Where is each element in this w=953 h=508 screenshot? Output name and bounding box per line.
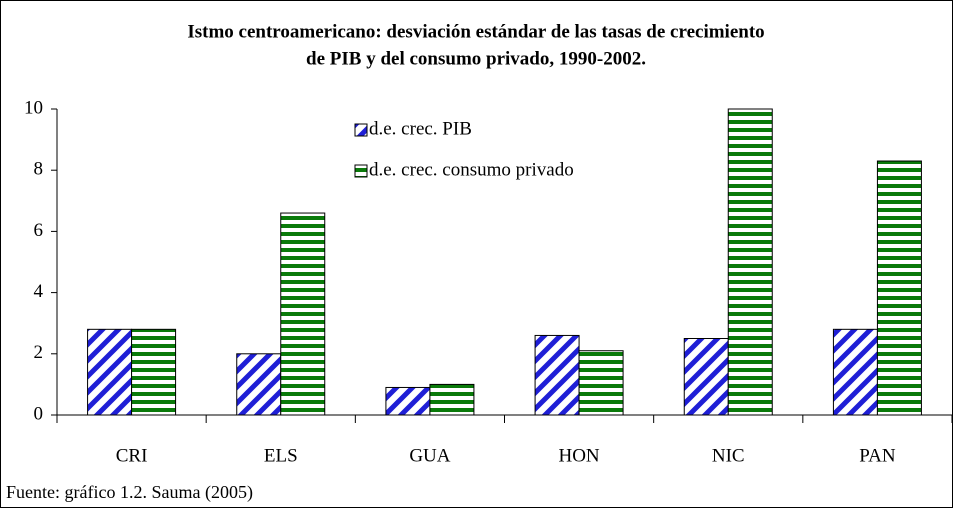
bar — [87, 328, 133, 416]
y-tick-label: 10 — [24, 97, 43, 118]
bar — [876, 160, 922, 416]
source-note: Fuente: gráfico 1.2. Sauma (2005) — [6, 482, 253, 503]
y-tick-label: 6 — [34, 220, 44, 241]
y-tick-label: 2 — [34, 342, 44, 363]
chart-title: de PIB y del consumo privado, 1990-2002. — [306, 48, 646, 69]
y-tick-label: 8 — [34, 159, 44, 180]
bar — [280, 212, 326, 416]
bar — [429, 383, 475, 416]
y-tick-label: 4 — [34, 281, 44, 302]
bar — [832, 328, 878, 416]
x-tick-label: ELS — [264, 445, 298, 466]
legend-swatch — [354, 164, 368, 178]
bar — [131, 328, 177, 416]
x-tick-label: NIC — [712, 445, 745, 466]
x-tick-label: PAN — [859, 445, 896, 466]
y-tick-label: 0 — [34, 403, 44, 424]
bar — [385, 386, 431, 416]
x-tick-label: HON — [558, 445, 599, 466]
x-tick-label: CRI — [116, 445, 148, 466]
bar — [534, 334, 580, 416]
bar — [236, 353, 282, 416]
legend-label: d.e. crec. PIB — [369, 118, 472, 139]
legend-swatch — [354, 123, 368, 137]
chart-title: Istmo centroamericano: desviación estánd… — [187, 21, 764, 42]
bar — [683, 338, 729, 416]
legend-label: d.e. crec. consumo privado — [369, 159, 574, 180]
bar — [727, 108, 773, 416]
bar — [578, 350, 624, 416]
x-tick-label: GUA — [409, 445, 450, 466]
